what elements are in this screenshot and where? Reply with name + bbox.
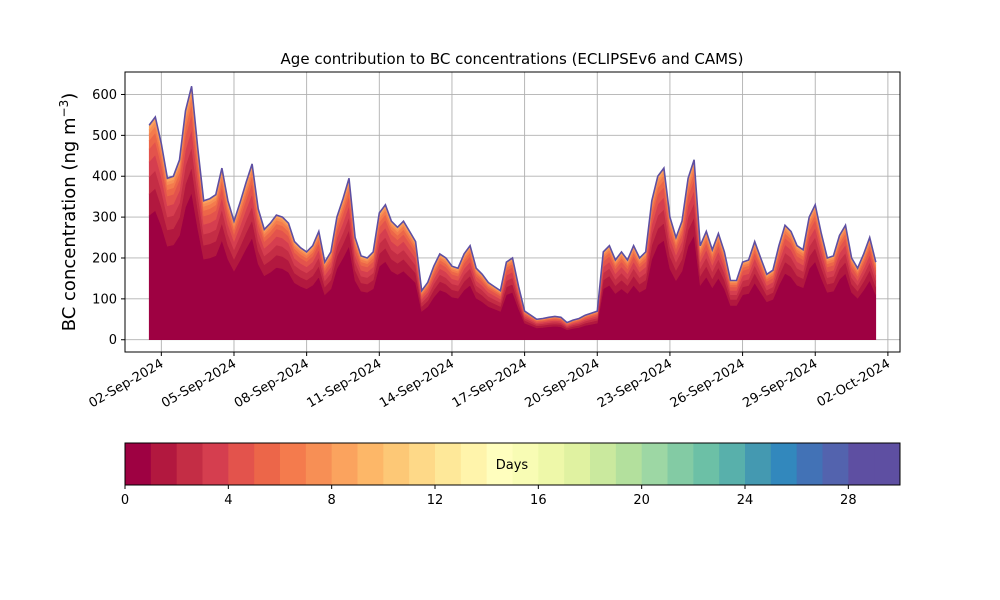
colorbar-cells	[125, 443, 901, 485]
colorbar-cell	[176, 443, 203, 485]
y-tick-label: 200	[92, 251, 117, 266]
colorbar-cell	[357, 443, 384, 485]
y-tick-label: 0	[109, 333, 117, 348]
colorbar-cell	[719, 443, 746, 485]
total-outline	[148, 86, 877, 324]
colorbar-cell	[460, 443, 488, 485]
colorbar-tick-label: 16	[530, 493, 547, 508]
colorbar-tick-label: 0	[121, 493, 129, 508]
y-tick-label: 500	[92, 129, 117, 144]
x-tick-label: 11-Sep-2024	[304, 356, 384, 411]
x-tick-label: 08-Sep-2024	[232, 356, 312, 411]
x-tick-label: 26-Sep-2024	[668, 356, 748, 411]
colorbar-cell	[125, 443, 152, 485]
colorbar-cell	[667, 443, 694, 485]
stacked-age-bands	[148, 86, 877, 340]
x-axis: 02-Sep-202405-Sep-202408-Sep-202411-Sep-…	[87, 352, 893, 411]
colorbar-cell	[822, 443, 849, 485]
colorbar-cell	[745, 443, 772, 485]
colorbar-cell	[331, 443, 358, 485]
colorbar-cell	[538, 443, 565, 485]
colorbar-cell	[874, 443, 901, 485]
colorbar-tick-label: 12	[427, 493, 444, 508]
colorbar-cell	[305, 443, 333, 485]
y-axis-label: BC concentration (ng m−3)	[57, 93, 80, 332]
x-tick-label: 02-Sep-2024	[87, 356, 167, 411]
colorbar-cell	[693, 443, 720, 485]
colorbar-cell	[202, 443, 229, 485]
colorbar-tick-label: 8	[328, 493, 336, 508]
colorbar-cell	[435, 443, 462, 485]
x-tick-label: 29-Sep-2024	[740, 356, 820, 411]
y-tick-label: 600	[92, 88, 117, 103]
colorbar-frame	[124, 442, 901, 486]
chart-title: Age contribution to BC concentrations (E…	[281, 50, 744, 68]
colorbar-cell	[228, 443, 255, 485]
colorbar-label: Days	[496, 458, 529, 473]
x-tick-label: 02-Oct-2024	[814, 356, 892, 410]
colorbar: Days 0 4 8 12 16 20 24 28	[121, 442, 901, 508]
colorbar-cell	[486, 443, 513, 485]
colorbar-cell	[280, 443, 307, 485]
x-tick-label: 17-Sep-2024	[450, 356, 530, 411]
colorbar-cell	[409, 443, 436, 485]
colorbar-cell	[564, 443, 591, 485]
colorbar-tick-label: 20	[633, 493, 650, 508]
y-tick-label: 400	[92, 170, 117, 185]
colorbar-cell	[150, 443, 178, 485]
y-tick-label: 300	[92, 211, 117, 226]
plot-area: 0 100 200 300 400 500 600 02-Sep-202405-Sep-20…	[87, 71, 901, 411]
x-tick-label: 20-Sep-2024	[522, 356, 602, 411]
y-tick-label: 100	[92, 292, 117, 307]
colorbar-cell	[383, 443, 410, 485]
colorbar-cell	[848, 443, 875, 485]
colorbar-cell	[615, 443, 643, 485]
colorbar-tick-label: 24	[737, 493, 754, 508]
colorbar-tick-label: 28	[840, 493, 857, 508]
y-axis: 0 100 200 300 400 500 600	[92, 88, 125, 348]
colorbar-cell	[512, 443, 539, 485]
x-tick-label: 14-Sep-2024	[377, 356, 457, 411]
colorbar-cell	[590, 443, 617, 485]
colorbar-ticks: 0 4 8 12 16 20 24 28	[121, 485, 857, 508]
plot-frame	[124, 71, 901, 353]
colorbar-cell	[796, 443, 823, 485]
x-tick-label: 05-Sep-2024	[159, 356, 239, 411]
x-tick-label: 23-Sep-2024	[595, 356, 675, 411]
colorbar-cell	[641, 443, 668, 485]
colorbar-cell	[254, 443, 281, 485]
colorbar-tick-label: 4	[224, 493, 232, 508]
colorbar-cell	[770, 443, 798, 485]
